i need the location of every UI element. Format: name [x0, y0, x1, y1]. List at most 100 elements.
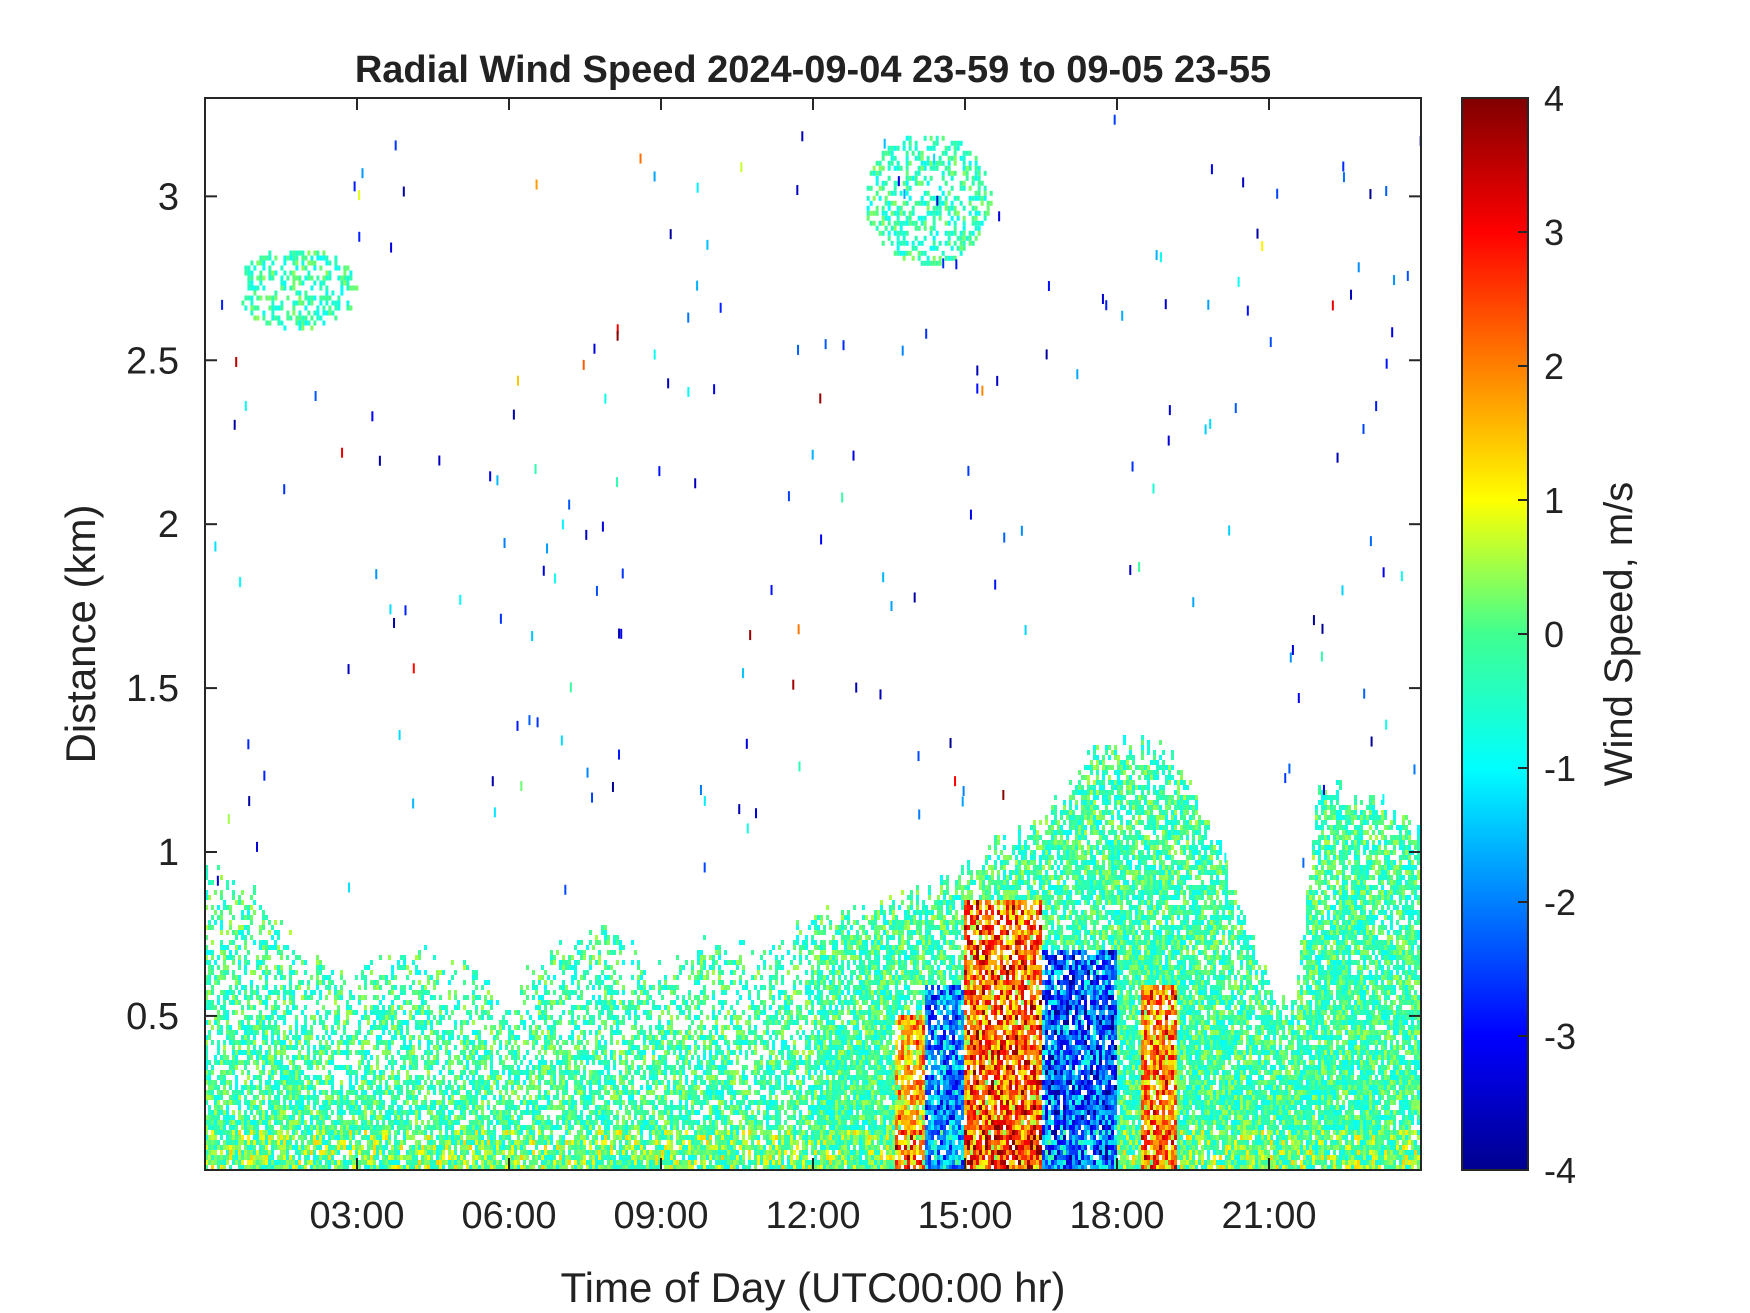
heatmap-cell [607, 1135, 610, 1140]
heatmap-cell [472, 1000, 475, 1005]
heatmap-cell [478, 1130, 481, 1135]
heatmap-cell [697, 1120, 700, 1125]
heatmap-cell [754, 1025, 757, 1030]
heatmap-cell [418, 1090, 421, 1095]
heatmap-cell [562, 1095, 565, 1100]
heatmap-cell [547, 1120, 550, 1125]
heatmap-cell [544, 1105, 547, 1110]
heatmap-cell [532, 1070, 535, 1075]
heatmap-cell [607, 1065, 610, 1070]
heatmap-cell [691, 1070, 694, 1075]
heatmap-cell [580, 1055, 583, 1060]
heatmap-cell [277, 995, 280, 1000]
heatmap-cell [211, 1110, 214, 1115]
heatmap-cell [715, 1160, 718, 1165]
heatmap-cell [355, 1035, 358, 1040]
heatmap-cell [766, 1070, 769, 1075]
heatmap-cell [586, 1125, 589, 1130]
heatmap-cell [382, 1070, 385, 1075]
heatmap-cell [607, 1070, 610, 1075]
heatmap-cell [727, 1070, 730, 1075]
heatmap-cell [514, 1070, 517, 1075]
heatmap-cell [553, 1000, 556, 1005]
heatmap-cell [367, 1080, 370, 1085]
heatmap-cell [748, 1090, 751, 1095]
heatmap-cell [250, 1090, 253, 1095]
heatmap-cell [211, 970, 214, 975]
heatmap-cell [286, 1145, 289, 1150]
heatmap-cell [514, 1160, 517, 1165]
heatmap-cell [436, 1150, 439, 1155]
heatmap-cell [505, 1045, 508, 1050]
heatmap-cell [643, 1035, 646, 1040]
heatmap-cell [577, 1065, 580, 1070]
heatmap-cell [505, 1010, 508, 1015]
heatmap-cell [619, 1075, 622, 1080]
heatmap-cell [634, 1125, 637, 1130]
heatmap-cell [226, 1035, 229, 1040]
heatmap-cell [223, 1075, 226, 1080]
heatmap-cell [253, 990, 256, 995]
heatmap-cell [256, 1155, 259, 1160]
heatmap-cell [625, 1160, 628, 1165]
heatmap-cell [544, 1050, 547, 1055]
heatmap-cell [511, 1165, 514, 1170]
heatmap-cell [586, 1115, 589, 1120]
heatmap-cell [544, 1120, 547, 1125]
heatmap-cell [373, 1045, 376, 1050]
heatmap-cell [598, 960, 601, 965]
heatmap-cell [763, 1005, 766, 1010]
heatmap-cell [673, 1105, 676, 1110]
heatmap-cell [484, 1050, 487, 1055]
heatmap-cell [241, 1165, 244, 1170]
heatmap-cell [736, 1135, 739, 1140]
heatmap-cell [601, 1005, 604, 1010]
heatmap-cell [451, 1010, 454, 1015]
heatmap-cell [670, 1000, 673, 1005]
heatmap-cell [436, 1060, 439, 1065]
heatmap-cell [418, 970, 421, 975]
heatmap-cell [721, 1050, 724, 1055]
heatmap-cell [406, 1155, 409, 1160]
heatmap-cell [505, 1020, 508, 1025]
heatmap-cell [232, 960, 235, 965]
heatmap-cell [556, 1115, 559, 1120]
heatmap-cell [232, 940, 235, 945]
heatmap-cell [649, 1010, 652, 1015]
heatmap-cell [571, 980, 574, 985]
heatmap-cell [655, 1005, 658, 1010]
heatmap-cell [364, 1050, 367, 1055]
heatmap-cell [298, 955, 301, 960]
heatmap-cell [685, 1050, 688, 1055]
heatmap-cell [697, 1165, 700, 1170]
heatmap-cell [244, 1115, 247, 1120]
heatmap-cell [217, 1015, 220, 1020]
heatmap-cell [514, 1075, 517, 1080]
heatmap-cell [652, 1165, 655, 1170]
heatmap-cell [637, 1055, 640, 1060]
heatmap-cell [580, 1130, 583, 1135]
heatmap-cell [223, 1045, 226, 1050]
heatmap-cell [769, 1145, 772, 1150]
heatmap-cell [445, 1030, 448, 1035]
heatmap-cell [691, 1020, 694, 1025]
heatmap-cell [610, 1095, 613, 1100]
heatmap-cell [520, 1130, 523, 1135]
heatmap-cell [322, 1080, 325, 1085]
heatmap-cell [343, 1040, 346, 1045]
heatmap-cell [382, 1040, 385, 1045]
heatmap-cell [562, 1070, 565, 1075]
heatmap-cell [235, 1090, 238, 1095]
heatmap-cell [340, 1120, 343, 1125]
heatmap-cell [295, 1035, 298, 1040]
heatmap-cell [307, 1105, 310, 1110]
heatmap-cell [229, 990, 232, 995]
heatmap-cell [715, 1130, 718, 1135]
heatmap-cell [466, 1010, 469, 1015]
heatmap-cell [400, 1020, 403, 1025]
heatmap-cell [319, 990, 322, 995]
heatmap-cell [514, 1125, 517, 1130]
heatmap-cell [589, 1055, 592, 1060]
heatmap-cell [676, 1040, 679, 1045]
heatmap-cell [562, 970, 565, 975]
